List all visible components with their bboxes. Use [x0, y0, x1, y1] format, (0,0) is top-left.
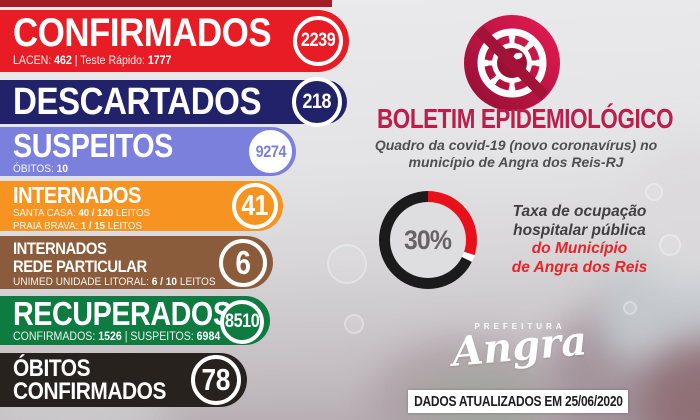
- occupancy-caption-line2: hospitalar pública: [513, 221, 646, 239]
- stat-title: DESCARTADOS: [13, 81, 262, 123]
- bg-bubble: [327, 244, 367, 284]
- stat-bar-descartados: DESCARTADOS 218: [0, 77, 347, 127]
- bulletin-subtitle: Quadro da covid-19 (novo coronavírus) no…: [345, 137, 687, 171]
- logo-tagline: PREFEITURA: [474, 322, 566, 331]
- stat-subtext: ÓBITOS: 10: [13, 163, 68, 175]
- stat-badge: 6: [219, 239, 267, 287]
- stat-bar-recuperados: RECUPERADOS CONFIRMADOS: 1526 | SUSPEITO…: [0, 296, 270, 345]
- stat-title: SUSPEITOS: [13, 127, 173, 164]
- bg-bubble: [344, 314, 364, 334]
- updated-date-banner: DADOS ATUALIZADOS EM 25/06/2020: [408, 390, 628, 413]
- stat-title: INTERNADOS: [13, 182, 141, 208]
- stat-badge: 218: [292, 77, 342, 127]
- stat-subtext: SANTA CASA: 40 / 120 LEITOS: [13, 207, 151, 219]
- stat-badge: 41: [232, 183, 278, 229]
- stat-bar-internados-rede-particular: INTERNADOS REDE PARTICULAR UNIMED UNIDAD…: [0, 236, 273, 289]
- occupancy-gauge-hole: 30%: [390, 202, 466, 278]
- occupancy-caption-line1: Taxa de ocupação: [512, 203, 647, 220]
- top-accent-strip: [0, 0, 332, 7]
- stat-bar-internados: INTERNADOS SANTA CASA: 40 / 120 LEITOS P…: [0, 181, 283, 232]
- logo-name: Angra: [450, 317, 590, 376]
- bulletin-subtitle-line2: município de Angra dos Reis-RJ: [408, 154, 624, 170]
- stat-bar-suspeitos: SUSPEITOS ÓBITOS: 10 9274: [0, 127, 296, 176]
- stat-badge: 2239: [293, 16, 343, 66]
- stat-subtext: UNIMED UNIDADE LITORAL: 6 / 10 LEITOS: [13, 276, 216, 288]
- bg-bubble: [645, 183, 663, 201]
- updated-date-text: DADOS ATUALIZADOS EM 25/06/2020: [413, 393, 623, 410]
- occupancy-percent-label: 30%: [404, 224, 453, 255]
- stat-title: INTERNADOS: [13, 239, 107, 258]
- stat-badge: 8510: [220, 300, 264, 344]
- stat-title-line2: REDE PARTICULAR: [13, 256, 147, 276]
- stat-bar-confirmados: CONFIRMADOS LACEN: 462 | Teste Rápido: 1…: [0, 10, 349, 72]
- stat-subtext: LACEN: 462 | Teste Rápido: 1777: [13, 55, 172, 67]
- occupancy-caption-line3: do Município: [531, 240, 628, 257]
- stat-badge: 9274: [247, 128, 294, 175]
- prefeitura-angra-logo: PREFEITURA Angra: [420, 317, 620, 376]
- occupancy-gauge: 30%: [379, 191, 477, 289]
- stat-title: RECUPERADOS: [13, 295, 232, 332]
- stat-subtext: PRAIA BRAVA: 1 / 15 LEITOS: [13, 219, 142, 232]
- bg-bubble: [659, 234, 681, 256]
- no-virus-icon: [462, 13, 562, 113]
- stat-title: CONFIRMADOS: [13, 11, 272, 55]
- bulletin-title: BOLETIM EPIDEMIOLÓGICO: [377, 103, 674, 134]
- stat-badge: 78: [191, 355, 241, 405]
- bulletin-subtitle-line1: Quadro da covid-19 (novo coronavírus) no: [374, 137, 658, 153]
- stat-title-line2: CONFIRMADOS: [13, 378, 166, 405]
- occupancy-caption-line4: de Angra dos Reis: [511, 258, 648, 276]
- occupancy-caption: Taxa de ocupação hospitalar pública do M…: [472, 203, 687, 277]
- bg-bubble: [623, 301, 637, 315]
- stat-subtext: CONFIRMADOS: 1526 | SUSPEITOS: 6984: [13, 331, 221, 343]
- stat-bar-obitos-confirmados: ÓBITOS CONFIRMADOS 78: [0, 353, 247, 407]
- stat-title: ÓBITOS: [13, 355, 91, 382]
